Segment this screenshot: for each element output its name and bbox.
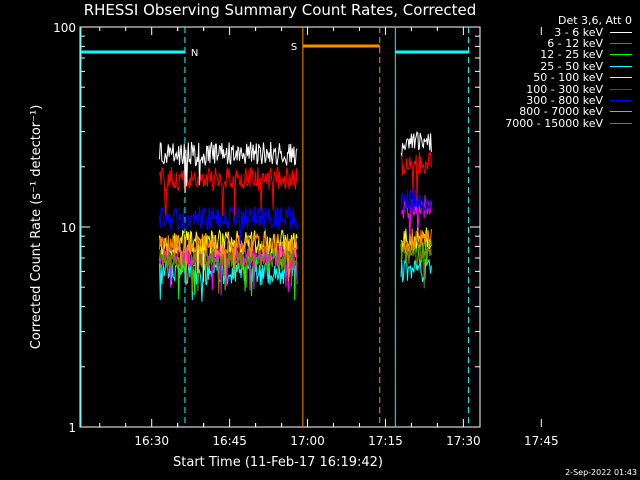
- legend-label: 3 - 6 keV: [554, 25, 603, 39]
- legend-label: 6 - 12 keV: [547, 36, 603, 50]
- legend-swatch: [610, 88, 632, 90]
- legend: Det 3,6, Att 0 3 - 6 keV 6 - 12 keV 12 - 2…: [505, 14, 632, 130]
- night-label: N: [191, 48, 198, 59]
- series-trace: [159, 166, 298, 217]
- saa-label: S: [291, 42, 297, 53]
- series-trace: [400, 131, 432, 157]
- y-tick-label: 100: [53, 21, 76, 35]
- legend-entry: 50 - 100 keV: [505, 71, 632, 85]
- legend-swatch: [610, 122, 632, 124]
- legend-header: Det 3,6, Att 0: [558, 14, 632, 28]
- legend-swatch: [610, 54, 632, 56]
- series-trace: [400, 188, 432, 212]
- legend-label: 800 - 7000 keV: [519, 105, 603, 119]
- legend-entry: 3 - 6 keV: [505, 25, 632, 39]
- y-tick-label: 10: [61, 221, 76, 235]
- legend-label: 25 - 50 keV: [540, 59, 603, 73]
- legend-entry: 7000 - 15000 keV: [505, 116, 632, 130]
- series-trace: [400, 242, 432, 289]
- y-tick-label: 1: [68, 421, 76, 435]
- series-trace: [159, 205, 298, 245]
- series-trace: [159, 232, 298, 286]
- legend-entry: 6 - 12 keV: [505, 36, 632, 50]
- x-tick-label: 17:45: [524, 434, 559, 448]
- x-tick-label: 17:00: [290, 434, 325, 448]
- x-tick-label: 17:15: [368, 434, 403, 448]
- timestamp: 2-Sep-2022 01:43: [565, 468, 637, 477]
- series-trace: [159, 141, 298, 193]
- x-tick-label: 16:30: [134, 434, 169, 448]
- legend-label: 7000 - 15000 keV: [505, 116, 603, 130]
- legend-entry: 800 - 7000 keV: [505, 105, 632, 119]
- chart-title: RHESSI Observing Summary Count Rates, Co…: [83, 1, 477, 19]
- x-tick-label: 17:30: [446, 434, 481, 448]
- legend-swatch: [610, 42, 632, 44]
- series-trace: [159, 261, 298, 302]
- legend-label: 100 - 300 keV: [526, 82, 603, 96]
- legend-swatch: [610, 99, 632, 101]
- legend-entry: 300 - 800 keV: [505, 93, 632, 107]
- x-axis-title: Start Time (11-Feb-17 16:19:42): [173, 455, 383, 470]
- series-trace: [400, 152, 432, 202]
- legend-swatch: [610, 31, 632, 33]
- legend-entry: 100 - 300 keV: [505, 82, 632, 96]
- y-axis-title: Corrected Count Rate (s⁻¹ detector⁻¹): [29, 105, 44, 350]
- legend-entry: 12 - 25 keV: [505, 48, 632, 62]
- legend-swatch: [610, 77, 632, 79]
- x-tick-label: 16:45: [212, 434, 247, 448]
- plot-frame: [79, 26, 481, 428]
- legend-label: 12 - 25 keV: [540, 48, 603, 62]
- legend-entry: 25 - 50 keV: [505, 59, 632, 73]
- legend-label: 50 - 100 keV: [533, 71, 603, 85]
- series-trace: [401, 228, 432, 254]
- legend-swatch: [610, 111, 632, 113]
- legend-label: 300 - 800 keV: [526, 93, 603, 107]
- legend-swatch: [610, 65, 632, 67]
